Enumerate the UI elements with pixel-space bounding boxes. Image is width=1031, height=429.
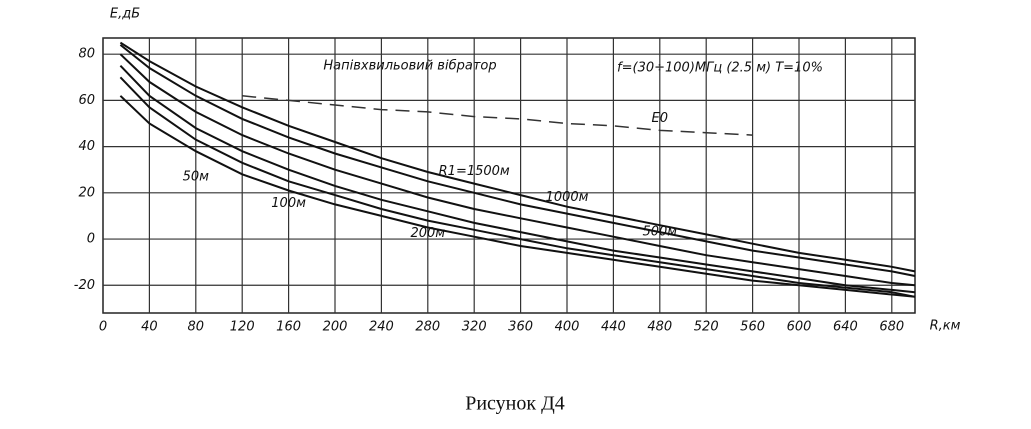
chart-subtitle: f=(30÷100)МГц (2.5 м) T=10% — [617, 61, 823, 76]
x-tick-label: 0 — [99, 320, 107, 335]
x-tick-label: 640 — [833, 320, 858, 335]
x-tick-label: 280 — [415, 320, 440, 335]
x-tick-label: 200 — [323, 320, 348, 335]
series-label: E0 — [652, 111, 669, 126]
x-tick-label: 480 — [647, 320, 672, 335]
y-tick-label: 40 — [78, 139, 95, 154]
x-tick-label: 600 — [787, 320, 812, 335]
series-line — [119, 65, 916, 294]
series-line — [119, 41, 916, 273]
y-axis-label: E,дБ — [110, 7, 140, 22]
x-tick-label: 120 — [230, 320, 255, 335]
chart-title: Напівхвильовий вібратор — [323, 59, 496, 74]
x-tick-label: 560 — [740, 320, 765, 335]
y-tick-label: 20 — [78, 185, 95, 200]
series-line — [119, 76, 916, 298]
x-tick-label: 160 — [276, 320, 301, 335]
series-label: 1000м — [546, 190, 589, 205]
x-axis-label: R,км — [930, 319, 961, 334]
x-tick-label: 680 — [879, 320, 904, 335]
x-tick-label: 240 — [369, 320, 394, 335]
x-tick-label: 520 — [694, 320, 719, 335]
x-tick-label: 320 — [462, 320, 487, 335]
series-line — [119, 95, 916, 298]
x-tick-label: 80 — [188, 320, 205, 335]
y-tick-label: 80 — [78, 47, 95, 62]
figure-caption: Рисунок Д4 — [465, 393, 565, 415]
series-label: R1=1500м — [439, 164, 510, 179]
series-line — [242, 95, 753, 136]
series-line — [119, 53, 916, 287]
series-label: 50м — [183, 170, 210, 185]
series-label: 500м — [642, 224, 677, 239]
series-line — [119, 44, 916, 277]
y-tick-label: 60 — [78, 93, 95, 108]
y-tick-label: 0 — [87, 232, 95, 247]
x-tick-label: 440 — [601, 320, 626, 335]
x-tick-label: 400 — [555, 320, 580, 335]
y-tick-label: -20 — [74, 278, 95, 293]
x-tick-label: 360 — [508, 320, 533, 335]
series-label: 100м — [271, 196, 306, 211]
x-tick-label: 40 — [141, 320, 158, 335]
